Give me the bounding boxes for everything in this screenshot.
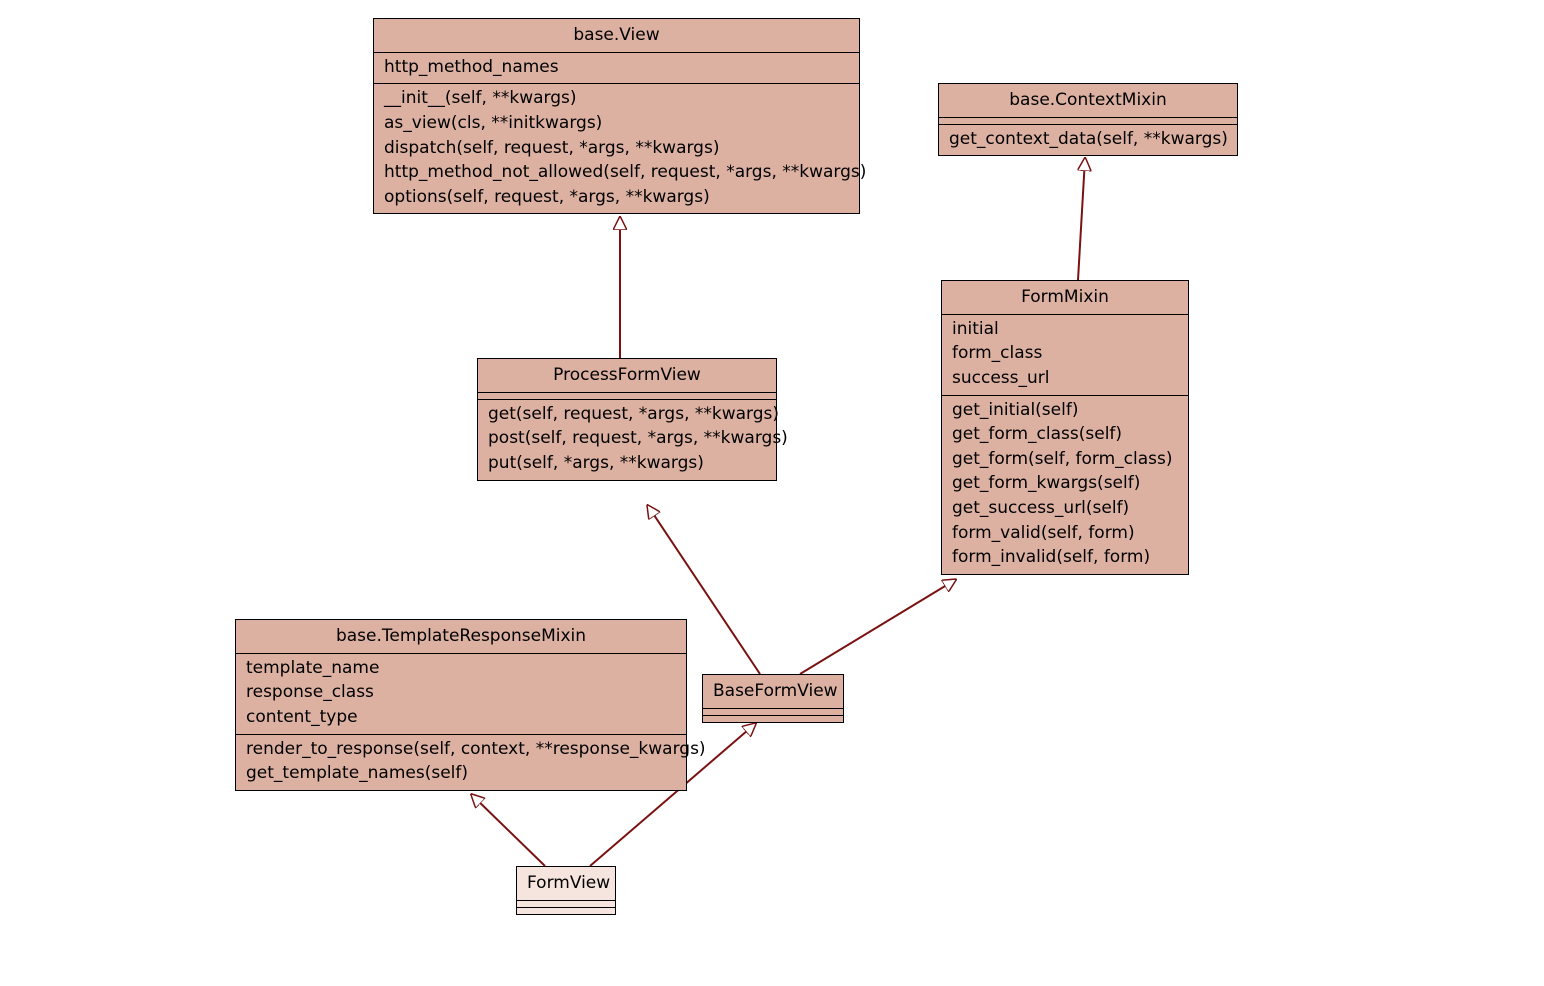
method: get_context_data(self, **kwargs): [949, 127, 1227, 152]
method: __init__(self, **kwargs): [384, 86, 849, 111]
method: get_template_names(self): [246, 761, 676, 786]
attribute: content_type: [246, 705, 676, 730]
method: get_form(self, form_class): [952, 447, 1178, 472]
methods-section: [517, 908, 615, 914]
class-title: base.View: [374, 19, 859, 53]
class-base-templateresponsemixin: base.TemplateResponseMixin template_name…: [235, 619, 687, 791]
method: render_to_response(self, context, **resp…: [246, 737, 676, 762]
methods-section: render_to_response(self, context, **resp…: [236, 735, 686, 790]
attributes-section: template_name response_class content_typ…: [236, 654, 686, 735]
method: form_valid(self, form): [952, 521, 1178, 546]
inheritance-edge: [1078, 159, 1085, 280]
attributes-section: [703, 709, 843, 716]
class-processformview: ProcessFormView get(self, request, *args…: [477, 358, 777, 481]
attribute: initial: [952, 317, 1178, 342]
method: get_form_class(self): [952, 422, 1178, 447]
class-title: FormMixin: [942, 281, 1188, 315]
method: put(self, *args, **kwargs): [488, 451, 766, 476]
inheritance-edge: [472, 795, 545, 866]
class-title: FormView: [517, 867, 615, 901]
method: get_success_url(self): [952, 496, 1178, 521]
method: get_initial(self): [952, 398, 1178, 423]
method: get(self, request, *args, **kwargs): [488, 402, 766, 427]
class-title: base.ContextMixin: [939, 84, 1237, 118]
class-baseformview: BaseFormView: [702, 674, 844, 723]
methods-section: get(self, request, *args, **kwargs) post…: [478, 400, 776, 480]
attributes-section: [478, 393, 776, 400]
class-formview: FormView: [516, 866, 616, 915]
attribute: response_class: [246, 680, 676, 705]
class-formmixin: FormMixin initial form_class success_url…: [941, 280, 1189, 575]
class-title: ProcessFormView: [478, 359, 776, 393]
class-title: base.TemplateResponseMixin: [236, 620, 686, 654]
method: options(self, request, *args, **kwargs): [384, 185, 849, 210]
class-base-view: base.View http_method_names __init__(sel…: [373, 18, 860, 214]
class-base-contextmixin: base.ContextMixin get_context_data(self,…: [938, 83, 1238, 156]
attribute: success_url: [952, 366, 1178, 391]
attributes-section: http_method_names: [374, 53, 859, 85]
method: post(self, request, *args, **kwargs): [488, 426, 766, 451]
method: as_view(cls, **initkwargs): [384, 111, 849, 136]
attributes-section: initial form_class success_url: [942, 315, 1188, 396]
class-title: BaseFormView: [703, 675, 843, 709]
method: http_method_not_allowed(self, request, *…: [384, 160, 849, 185]
method: form_invalid(self, form): [952, 545, 1178, 570]
attributes-section: [939, 118, 1237, 125]
uml-canvas: base.View http_method_names __init__(sel…: [0, 0, 1544, 986]
method: get_form_kwargs(self): [952, 471, 1178, 496]
method: dispatch(self, request, *args, **kwargs): [384, 136, 849, 161]
attributes-section: [517, 901, 615, 908]
methods-section: get_initial(self) get_form_class(self) g…: [942, 396, 1188, 574]
inheritance-edge: [800, 580, 955, 674]
methods-section: [703, 716, 843, 722]
methods-section: __init__(self, **kwargs) as_view(cls, **…: [374, 84, 859, 213]
methods-section: get_context_data(self, **kwargs): [939, 125, 1237, 156]
attribute: form_class: [952, 341, 1178, 366]
attribute: http_method_names: [384, 55, 849, 80]
attribute: template_name: [246, 656, 676, 681]
